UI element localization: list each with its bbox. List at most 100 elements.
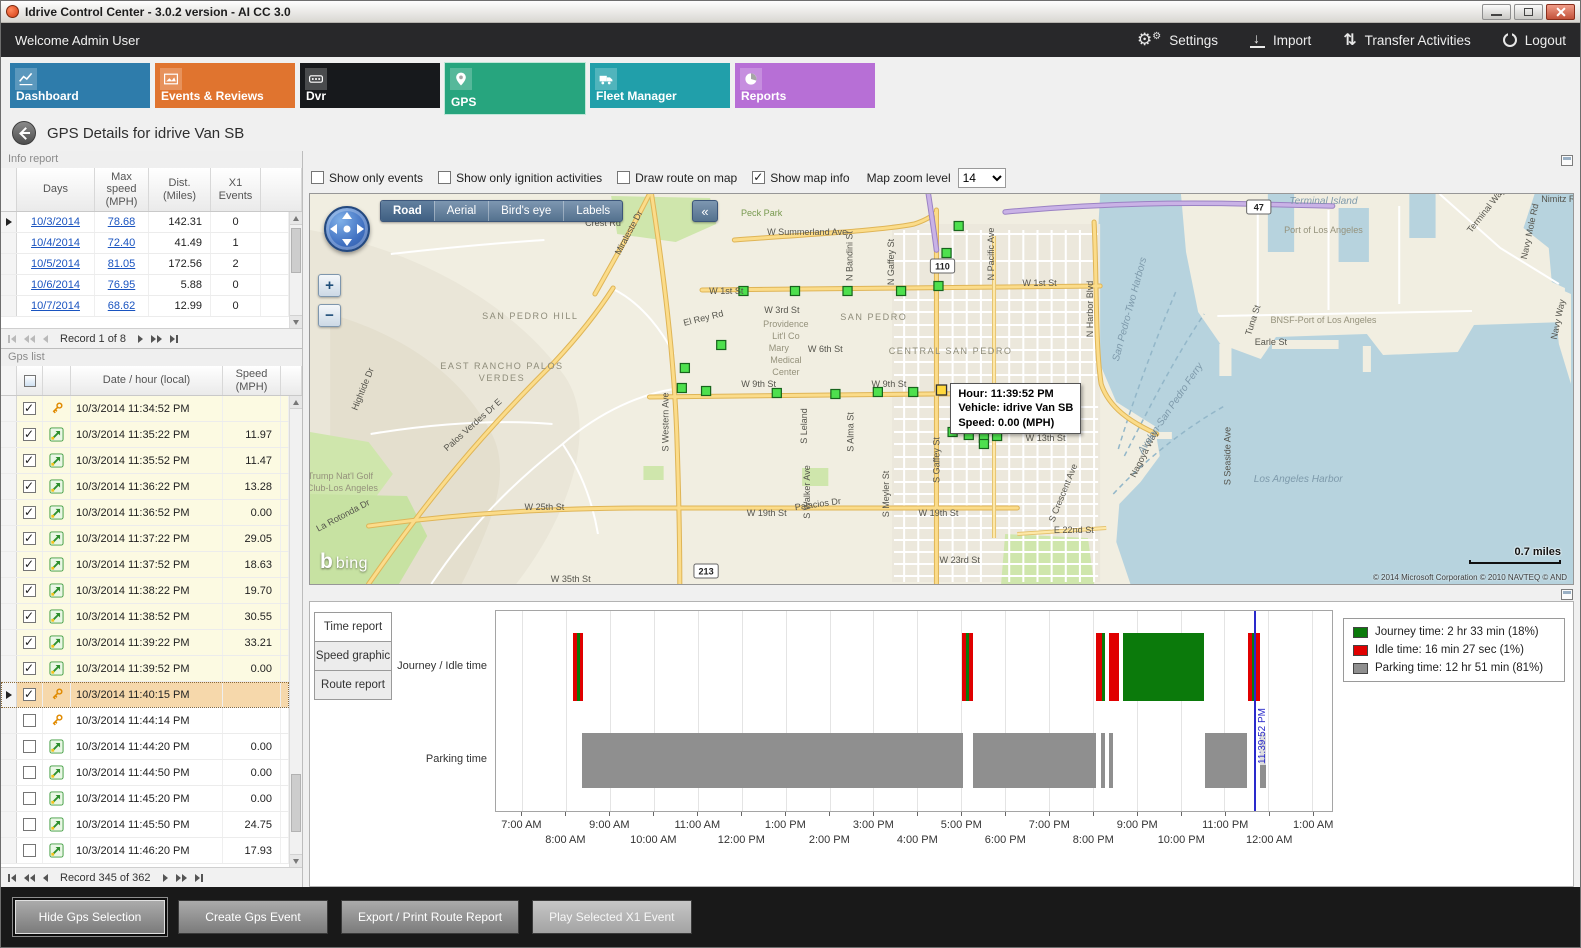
show-map-info-checkbox[interactable]: Show map info	[752, 170, 850, 185]
row-checkbox[interactable]	[23, 557, 36, 571]
pager-prev-page-button[interactable]	[22, 872, 37, 884]
cell-max-speed[interactable]: 78.68	[95, 212, 149, 232]
row-checkbox[interactable]	[23, 714, 36, 727]
gps-marker[interactable]	[738, 285, 749, 297]
gps-list-row[interactable]: 10/3/2014 11:44:20 PM 0.00	[1, 734, 289, 760]
chart-tab-route-report[interactable]: Route report	[314, 670, 392, 700]
tab-dashboard[interactable]: Dashboard	[10, 63, 150, 108]
row-checkbox[interactable]	[23, 401, 36, 415]
hide-gps-selection-button[interactable]: Hide Gps Selection	[15, 900, 165, 934]
tab-reports[interactable]: Reports	[735, 63, 875, 108]
show-only-ignition-checkbox[interactable]: Show only ignition activities	[438, 171, 602, 185]
info-report-row[interactable]: 10/5/2014 81.05 172.56 2	[1, 254, 289, 275]
selected-gps-marker[interactable]	[935, 384, 948, 396]
maximize-button[interactable]	[1514, 3, 1543, 20]
gps-marker[interactable]	[679, 362, 691, 374]
chart-tab-time-report[interactable]: Time report	[314, 612, 392, 642]
transfer-activities-button[interactable]: ⇅ Transfer Activities	[1343, 32, 1470, 48]
row-checkbox[interactable]	[23, 479, 36, 493]
row-checkbox-cell[interactable]	[17, 760, 43, 785]
scroll-down-icon[interactable]	[290, 315, 302, 328]
column-header-x1-events[interactable]: X1 Events	[211, 168, 261, 211]
map-zoom-in-button[interactable]: +	[318, 274, 341, 297]
cell-max-speed[interactable]: 68.62	[95, 296, 149, 316]
column-header-speed[interactable]: Speed (MPH)	[223, 366, 281, 395]
gps-marker[interactable]	[789, 285, 801, 297]
column-header-date[interactable]: Date / hour (local)	[71, 366, 223, 395]
gps-marker[interactable]	[842, 285, 853, 297]
pager-prev-button[interactable]	[41, 872, 50, 884]
gps-list-row[interactable]: 10/3/2014 11:45:20 PM 0.00	[1, 786, 289, 812]
info-report-row[interactable]: 10/4/2014 72.40 41.49 1	[1, 233, 289, 254]
row-checkbox-cell[interactable]	[17, 708, 43, 733]
row-checkbox-cell[interactable]	[17, 656, 43, 681]
import-button[interactable]: Import	[1250, 30, 1311, 48]
row-checkbox-cell[interactable]	[17, 448, 43, 473]
pager-prev-button[interactable]	[41, 333, 50, 345]
map-compass-control[interactable]	[324, 206, 370, 252]
pager-prev-page-button[interactable]	[22, 333, 37, 345]
row-checkbox-cell[interactable]	[17, 578, 43, 603]
map-canvas[interactable]: 110 47 213 Crest Rd Peck Park W Summerland A…	[310, 194, 1573, 584]
row-checkbox[interactable]	[23, 740, 36, 753]
play-selected-x1-event-button[interactable]: Play Selected X1 Event	[532, 900, 692, 934]
tab-fleet-manager[interactable]: Fleet Manager	[590, 63, 730, 108]
row-checkbox[interactable]	[23, 766, 36, 779]
cell-days[interactable]: 10/3/2014	[17, 212, 95, 232]
row-checkbox-cell[interactable]	[17, 526, 43, 551]
info-report-scrollbar[interactable]	[289, 212, 302, 328]
tab-dvr[interactable]: Dvr	[300, 63, 440, 108]
scrollbar-thumb[interactable]	[291, 228, 301, 273]
pager-next-page-button[interactable]	[174, 872, 189, 884]
gps-list-row[interactable]: 10/3/2014 11:45:50 PM 24.75	[1, 812, 289, 838]
cell-max-speed[interactable]: 72.40	[95, 233, 149, 253]
info-report-row[interactable]: 10/6/2014 76.95 5.88 0	[1, 275, 289, 296]
gps-marker[interactable]	[830, 388, 841, 400]
tab-events-reviews[interactable]: Events & Reviews	[155, 63, 295, 108]
row-checkbox[interactable]	[23, 635, 36, 649]
map-zoom-out-button[interactable]: −	[318, 304, 341, 327]
map-zoom-select[interactable]: 14	[957, 167, 1006, 188]
gps-list-row[interactable]: 10/3/2014 11:44:14 PM	[1, 708, 289, 734]
row-checkbox-cell[interactable]	[17, 396, 43, 421]
row-checkbox-cell[interactable]	[17, 786, 43, 811]
minimize-button[interactable]	[1482, 3, 1511, 20]
cell-days[interactable]: 10/7/2014	[17, 296, 95, 316]
scrollbar-thumb[interactable]	[291, 774, 301, 832]
row-checkbox-cell[interactable]	[17, 500, 43, 525]
back-button[interactable]	[12, 121, 36, 145]
gps-marker[interactable]	[700, 385, 712, 397]
scroll-up-icon[interactable]	[290, 396, 302, 409]
row-checkbox-cell[interactable]	[17, 630, 43, 655]
row-checkbox-cell[interactable]	[17, 734, 43, 759]
map-view-road-button[interactable]: Road	[381, 201, 434, 221]
gps-list-row[interactable]: 10/3/2014 11:40:15 PM	[1, 682, 289, 708]
cell-days[interactable]: 10/6/2014	[17, 275, 95, 295]
row-checkbox-cell[interactable]	[17, 838, 43, 863]
logout-button[interactable]: Logout	[1502, 33, 1566, 48]
map-view-labels-button[interactable]: Labels	[563, 201, 622, 221]
row-checkbox[interactable]	[23, 453, 36, 467]
pager-first-button[interactable]	[6, 333, 18, 345]
create-gps-event-button[interactable]: Create Gps Event	[178, 900, 328, 934]
row-checkbox[interactable]	[23, 687, 36, 701]
map-view-aerial-button[interactable]: Aerial	[433, 201, 488, 221]
gps-marker[interactable]	[676, 382, 687, 394]
gps-list-row[interactable]: 10/3/2014 11:44:50 PM 0.00	[1, 760, 289, 786]
cell-days[interactable]: 10/5/2014	[17, 254, 95, 274]
close-button[interactable]	[1546, 3, 1575, 20]
row-checkbox[interactable]	[23, 661, 36, 675]
draw-route-checkbox[interactable]: Draw route on map	[617, 171, 737, 185]
gps-marker[interactable]	[978, 438, 990, 450]
export-print-route-report-button[interactable]: Export / Print Route Report	[341, 900, 520, 934]
gps-list-row[interactable]: 10/3/2014 11:46:20 PM 17.93	[1, 838, 289, 864]
info-report-row[interactable]: 10/3/2014 78.68 142.31 0	[1, 212, 289, 233]
scroll-up-icon[interactable]	[290, 212, 302, 225]
row-checkbox[interactable]	[23, 609, 36, 623]
pager-next-page-button[interactable]	[149, 333, 164, 345]
